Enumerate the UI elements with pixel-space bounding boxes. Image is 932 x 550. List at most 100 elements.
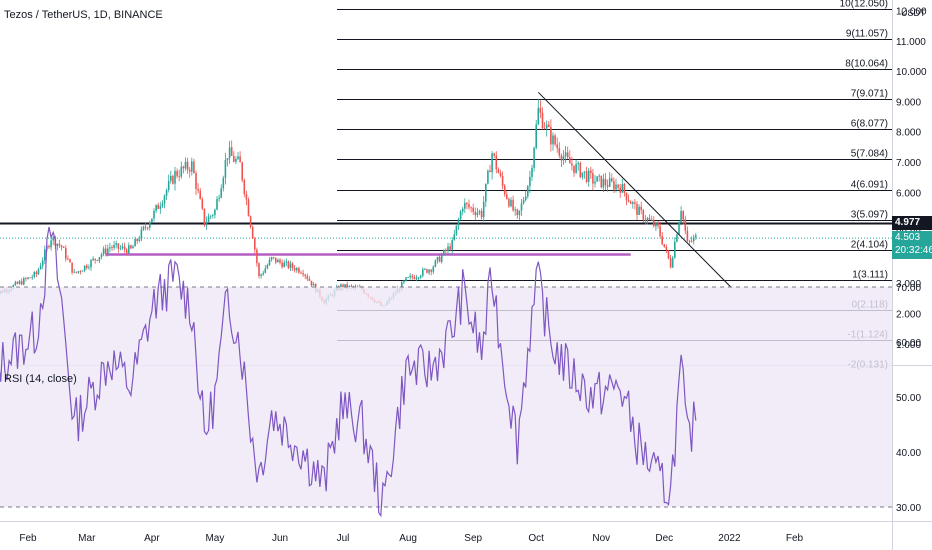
countdown-timer: 20:32:46 [895,245,932,256]
candle-body [144,226,147,228]
candle-body [535,124,537,148]
time-axis-label: 2022 [718,533,741,544]
candle-body [123,246,126,250]
candle-body [447,246,449,251]
candle-body [522,200,525,204]
candle-body [455,225,458,235]
candle-body [306,275,309,279]
candle-body [625,192,628,201]
candle-body [218,197,220,199]
candle-body [182,166,185,169]
candle-body [403,280,405,283]
candle-body [163,195,166,204]
candle-body [186,161,189,170]
candle-body [428,269,430,273]
candle-body [665,246,668,251]
candle-body [583,171,586,173]
candle-body [52,237,54,241]
candle-body [510,199,512,207]
candle-body [669,258,672,268]
price-unit-label: USDT [901,8,926,18]
candle-body [29,277,31,279]
candle-body [212,215,214,216]
candle-body [470,207,472,209]
candle-body [541,112,544,128]
last-price-value: 4.503 [895,232,921,243]
candle-body [527,186,529,197]
fib-level-label: 7(9.071) [851,89,888,100]
candle-body [680,211,682,223]
candle-body [493,153,495,156]
candle-body [512,199,514,211]
candle-body [581,172,584,178]
fib-level-label: 6(8.077) [851,119,888,130]
candle-body [224,159,227,178]
candle-body [468,204,470,208]
candle-body [35,272,38,275]
time-axis-label: Dec [655,533,673,544]
candle-body [552,135,554,145]
candle-body [132,246,134,249]
candle-body [230,147,233,156]
candle-body [663,244,666,247]
candle-body [506,194,508,199]
candle-body [220,188,222,198]
candle-body [71,262,73,273]
candle-body [671,257,674,268]
time-axis-label: Feb [19,533,37,544]
candle-body [222,177,225,189]
candle-body [41,260,44,266]
candle-body [485,183,487,202]
candle-body [646,218,649,221]
chart-title: Tezos / TetherUS, 1D, BINANCE [4,9,163,21]
candle-body [293,267,296,271]
candle-body [249,216,252,227]
candle-body [296,268,298,271]
candle-body [634,202,636,204]
time-axis-label: Mar [78,533,96,544]
candle-body [611,178,613,182]
candle-body [48,245,50,248]
candle-body [550,126,552,145]
candle-body [77,271,80,273]
candle-body [342,284,344,289]
candle-body [201,199,204,209]
candle-body [140,229,143,240]
candle-body [472,207,474,212]
price-tick-label: 12.000 [896,7,927,18]
candle-body [312,283,315,286]
candle-body [128,245,130,254]
time-axis-label: Sep [464,533,482,544]
candle-body [476,212,479,216]
candle-body [464,202,466,209]
candle-body [281,262,283,268]
candle-body [174,170,176,184]
candle-body [682,211,684,220]
candle-body [107,248,109,254]
candle-body [613,181,615,190]
price-tick-label: 9.000 [896,97,921,108]
candle-body [436,257,439,261]
price-tick-label: 3.000 [896,279,921,290]
candle-body [558,148,561,156]
candle-body [640,206,642,211]
candle-body [209,215,212,217]
candle-body [121,246,124,248]
candle-body [487,170,489,184]
rsi-band [0,287,892,507]
candle-body [692,237,695,242]
candle-body [226,158,229,160]
candle-body [96,260,99,261]
candle-body [256,249,258,264]
candle-body [562,156,565,161]
candle-body [228,147,231,159]
time-axis-labels: Feb Mar Apr May Jun Jul Aug Sep Oct Nov Dec 2022 Feb [19,533,803,544]
downtrend-line [537,91,732,289]
candle-body [533,147,535,168]
fib-level-label: 9(11.057) [846,29,888,40]
candle-body [170,176,172,181]
candle-body [594,181,596,184]
candle-body [247,199,250,217]
candle-body [86,265,88,269]
